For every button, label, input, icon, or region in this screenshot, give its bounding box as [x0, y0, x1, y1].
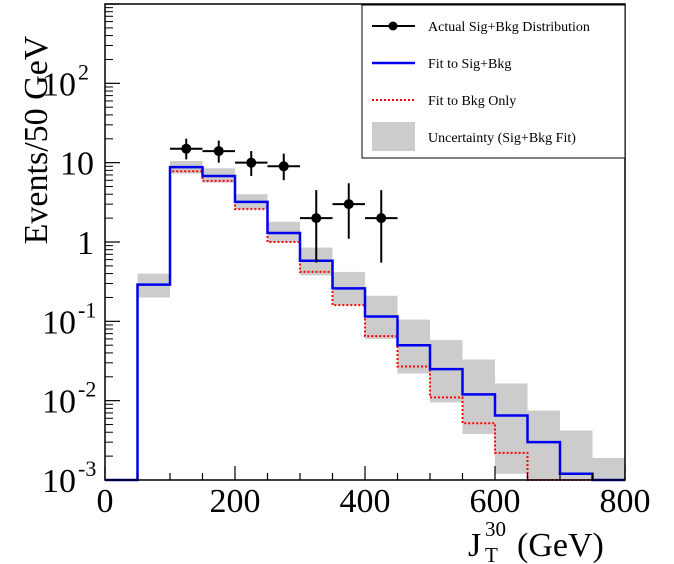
band-bin: [462, 359, 495, 435]
legend-label-actual: Actual Sig+Bkg Distribution: [428, 20, 590, 35]
x-tick-label: 0: [97, 483, 114, 520]
sig-bkg-fit-line: [105, 165, 625, 482]
bkg-only-fit-layer: [105, 170, 625, 481]
sig-bkg-fit-layer: [105, 165, 625, 482]
legend: Actual Sig+Bkg Distribution Fit to Sig+B…: [361, 4, 626, 159]
data-point: [246, 157, 257, 168]
band-bin: [495, 383, 528, 474]
y-tick-exponent: -3: [78, 456, 96, 481]
data-point: [278, 161, 289, 172]
y-tick-label: 10: [42, 384, 76, 421]
x-tick-label: 800: [600, 483, 651, 520]
bkg-only-fit-line: [105, 170, 625, 481]
x-axis-title-main: J: [468, 527, 481, 564]
x-axis-title-superscript: 30: [485, 517, 506, 541]
x-tick-label: 400: [340, 483, 391, 520]
y-tick-label: 10: [42, 463, 76, 500]
x-axis-title-subscript: T: [485, 543, 498, 564]
data-point: [181, 143, 192, 154]
x-tick-label: 200: [210, 483, 261, 520]
legend-label-bkg-fit: Fit to Bkg Only: [428, 94, 516, 109]
data-point: [376, 213, 387, 224]
legend-label-uncertainty: Uncertainty (Sig+Bkg Fit): [428, 131, 576, 146]
x-tick-label: 600: [470, 483, 521, 520]
band-bin: [592, 457, 625, 480]
legend-marker-actual-dot: [388, 21, 398, 31]
data-point: [213, 146, 224, 157]
y-tick-label: 10: [42, 304, 76, 341]
y-axis-title: Events/50 GeV: [18, 35, 55, 244]
axis-ticks: [104, 3, 626, 481]
band-bin: [527, 410, 560, 480]
data-point: [311, 213, 322, 224]
data-points-layer: [170, 138, 398, 263]
legend-marker-uncertainty: [372, 122, 415, 151]
x-axis-title-units: (GeV): [517, 527, 604, 564]
band-bin: [397, 319, 430, 374]
y-tick-label: 10: [60, 146, 94, 183]
y-tick-label: 10: [42, 66, 76, 103]
x-tick-labels: 0 200 400 600 800: [97, 483, 651, 520]
y-tick-exponent: -2: [78, 377, 96, 402]
band-bin: [560, 430, 593, 480]
y-tick-label: 1: [77, 225, 94, 262]
y-tick-exponent: -1: [78, 297, 96, 322]
y-tick-exponent: 2: [78, 59, 89, 84]
data-point: [343, 199, 354, 210]
band-bin: [430, 340, 463, 403]
x-axis-title: J 30 T (GeV): [468, 517, 604, 564]
legend-label-sigbkg-fit: Fit to Sig+Bkg: [428, 57, 511, 72]
